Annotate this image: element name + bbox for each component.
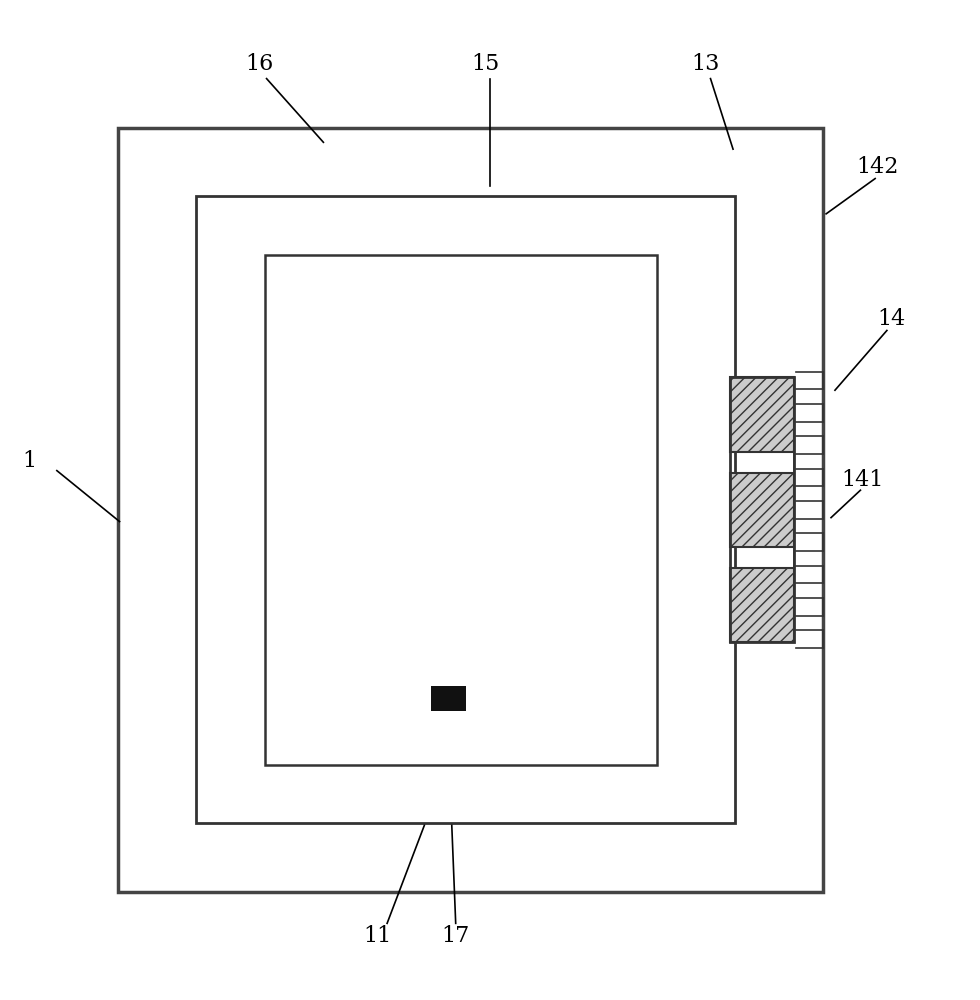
Bar: [265, 255, 657, 765]
Text: 13: 13: [692, 53, 719, 75]
Text: 11: 11: [364, 925, 391, 947]
Bar: [730, 568, 794, 642]
Bar: [730, 473, 794, 547]
Text: 17: 17: [442, 925, 469, 947]
Text: 16: 16: [246, 53, 273, 75]
Bar: [118, 128, 823, 892]
Text: 14: 14: [878, 308, 906, 330]
Bar: [730, 377, 794, 642]
Bar: [196, 196, 735, 823]
Text: 142: 142: [856, 156, 899, 178]
Text: 1: 1: [23, 450, 36, 472]
Bar: [431, 686, 465, 711]
Text: 15: 15: [471, 53, 499, 75]
Bar: [730, 377, 794, 452]
Text: 141: 141: [841, 469, 884, 491]
